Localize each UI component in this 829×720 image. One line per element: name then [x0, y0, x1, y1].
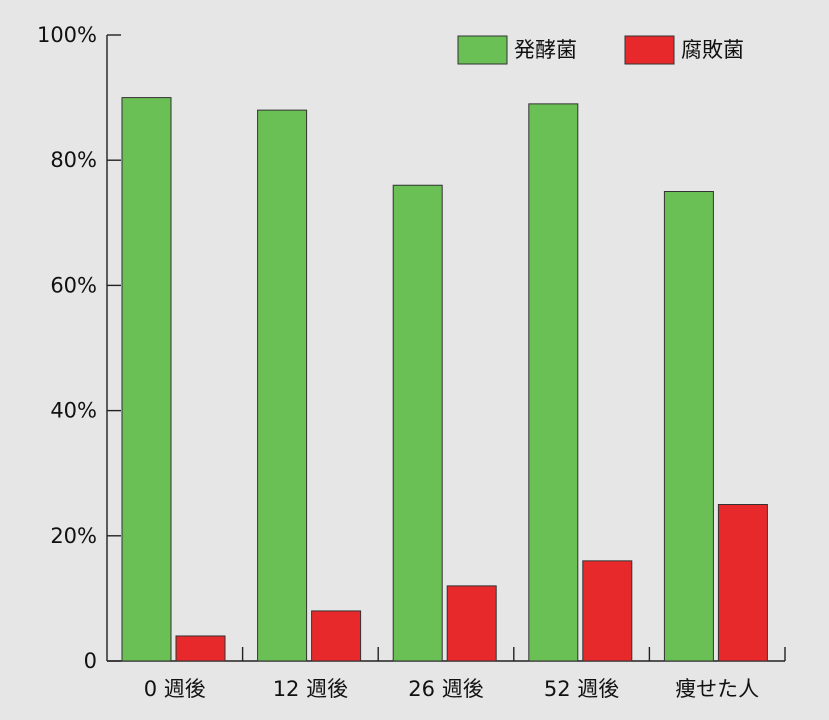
y-tick-label: 20%: [50, 524, 97, 548]
y-tick-label: 80%: [50, 148, 97, 172]
x-category-label: 26 週後: [408, 677, 483, 701]
bar-series1: [528, 103, 579, 662]
bar-series2: [717, 504, 768, 662]
legend-swatch: [624, 35, 675, 65]
x-category-label: 痩せた人: [675, 677, 759, 701]
bar-series1: [121, 97, 172, 662]
legend-label: 腐敗菌: [681, 38, 744, 62]
bar-series1: [257, 109, 308, 662]
bar-series2: [311, 610, 362, 662]
bar-series1: [392, 184, 443, 662]
bar-series1: [663, 191, 714, 662]
x-category-label: 52 週後: [544, 677, 619, 701]
x-category-label: 0 週後: [144, 677, 206, 701]
bars: [121, 97, 768, 662]
legend: 発酵菌 腐敗菌: [457, 35, 744, 65]
bar-series2: [175, 635, 226, 662]
legend-label: 発酵菌: [514, 38, 577, 62]
x-category-label: 12 週後: [273, 677, 348, 701]
y-tick-label: 0: [84, 649, 97, 673]
bar-series2: [446, 585, 497, 662]
y-axis: 0 20% 40% 60% 80% 100%: [37, 23, 121, 673]
bar-series2: [582, 560, 633, 662]
y-tick-label: 40%: [50, 399, 97, 423]
y-tick-label: 60%: [50, 273, 97, 297]
legend-swatch: [457, 35, 508, 65]
x-axis: 0 週後 12 週後 26 週後 52 週後 痩せた人: [107, 647, 786, 701]
y-tick-label: 100%: [37, 23, 97, 47]
